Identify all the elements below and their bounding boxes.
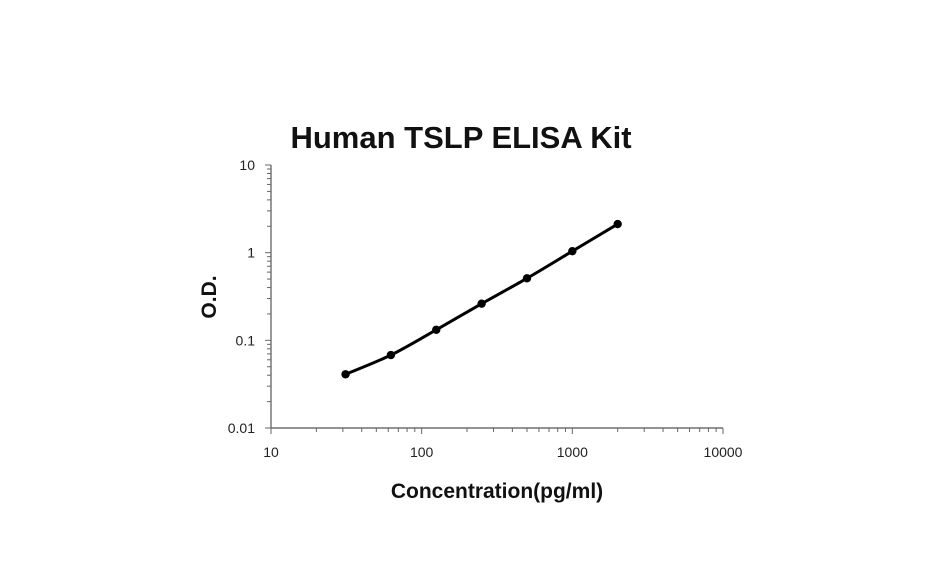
x-axis-label: Concentration(pg/ml) <box>391 480 603 503</box>
y-axis-label: O.D. <box>198 275 221 318</box>
data-point <box>613 219 622 229</box>
chart-title: Human TSLP ELISA Kit <box>290 120 631 155</box>
x-tick-label: 10000 <box>704 444 743 460</box>
data-point <box>432 325 441 334</box>
series-line <box>344 222 620 376</box>
x-tick-label: 100 <box>410 444 434 460</box>
y-tick-label: 10 <box>239 157 255 173</box>
data-point <box>477 299 486 308</box>
data-point <box>568 246 577 256</box>
y-tick-label: 0.01 <box>228 420 255 436</box>
data-points <box>341 219 622 379</box>
y-tick-label: 1 <box>247 245 255 261</box>
axes <box>270 165 723 429</box>
x-tick-label: 10 <box>263 444 279 460</box>
y-tick-label: 0.1 <box>236 332 256 348</box>
data-point <box>386 350 396 360</box>
x-tick-label: 1000 <box>557 444 588 460</box>
y-axis-ticks: 0.01 0.1 1 10 <box>228 157 271 436</box>
x-axis-ticks: 10 100 1000 10000 <box>263 428 743 460</box>
data-point <box>341 370 350 379</box>
data-point <box>522 274 532 283</box>
